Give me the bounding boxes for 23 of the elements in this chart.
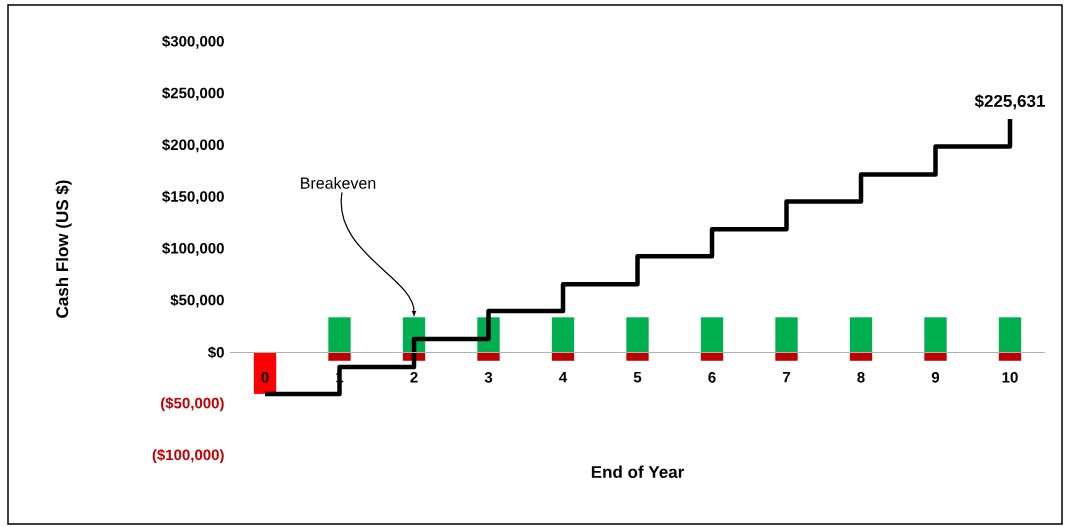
y-axis-title: Cash Flow (US $) (55, 180, 72, 318)
x-tick-label: 10 (1002, 372, 1018, 383)
x-axis-title: End of Year (591, 465, 685, 479)
y-tick-label: $300,000 (162, 35, 224, 49)
y-tick-label: $150,000 (162, 190, 224, 204)
x-tick-label: 6 (708, 372, 716, 383)
y-tick-label: ($100,000) (152, 448, 224, 464)
annotation: Breakeven (301, 177, 376, 189)
y-tick-label: $50,000 (170, 294, 224, 308)
y-tick-label: $100,000 (162, 242, 224, 256)
y-tick-label: $200,000 (162, 138, 224, 153)
annotation: $225,631 (974, 94, 1045, 110)
x-tick-label: 0 (261, 372, 269, 383)
x-tick-label: 7 (782, 372, 791, 383)
x-tick-label: 2 (410, 372, 418, 383)
x-tick-label: 5 (633, 372, 642, 383)
y-tick-label: $250,000 (162, 87, 224, 101)
y-tick-label: $0 (208, 346, 224, 359)
x-tick-label: 3 (484, 372, 493, 383)
x-tick-label: 4 (559, 372, 568, 383)
y-tick-label: ($50,000) (161, 397, 224, 412)
x-tick-label: 9 (931, 372, 940, 383)
x-tick-label: 8 (857, 372, 865, 383)
